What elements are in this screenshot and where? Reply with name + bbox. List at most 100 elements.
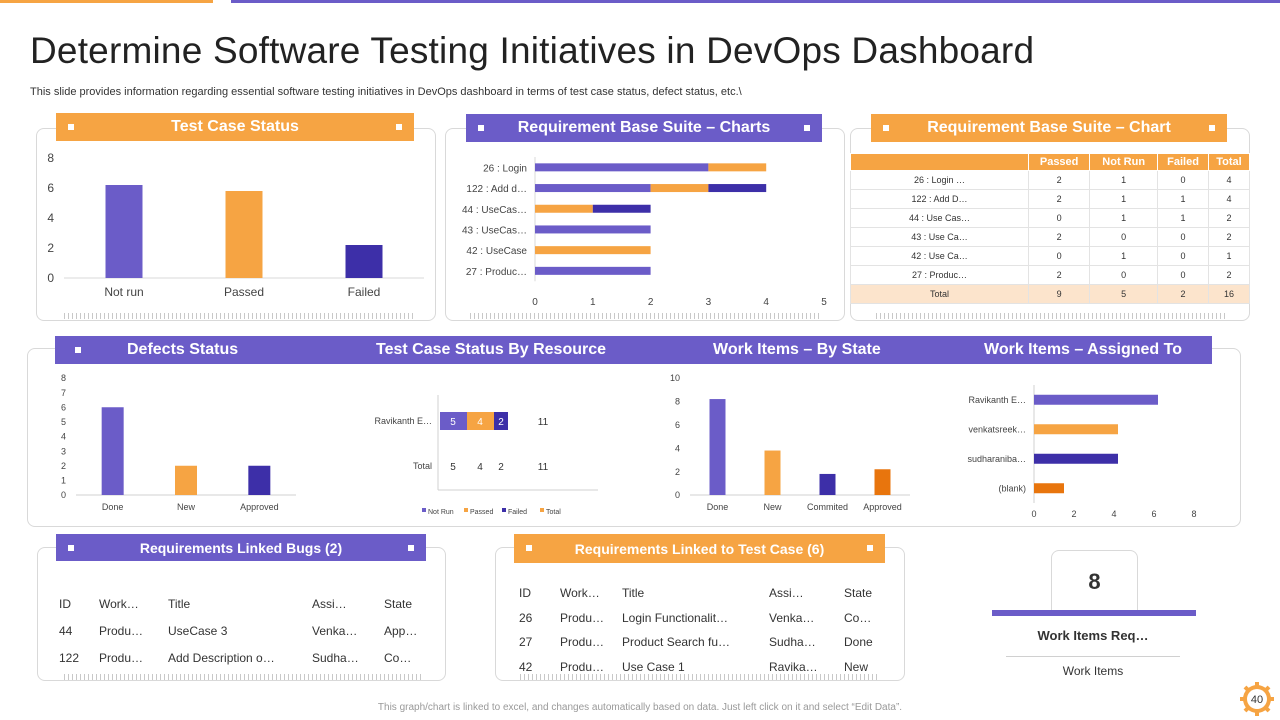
data-label: 4 (477, 417, 483, 428)
list-cell: ID (519, 586, 531, 600)
bar-segment-not-run[interactable] (535, 204, 593, 213)
bar-failed[interactable] (345, 245, 383, 278)
bar-approved[interactable] (874, 469, 891, 495)
list-item[interactable]: 27 Produ… Product Search fu… Sudha… Done (519, 635, 889, 651)
bar-commited[interactable] (819, 473, 836, 495)
bar-segment-passed[interactable] (535, 266, 651, 275)
page-title: Determine Software Testing Initiatives i… (30, 30, 1035, 71)
list-item[interactable]: 122 Produ… Add Description o… Sudha… Co… (59, 651, 429, 667)
bar-sudharaniba[interactable] (1034, 453, 1118, 464)
list-cell: 42 (519, 660, 533, 674)
work-items-state-chart[interactable]: 0 2 4 6 8 10 Done New Commited Approved (660, 368, 920, 518)
bar-approved[interactable] (248, 465, 271, 495)
x-tick-label: Commited (807, 502, 848, 512)
legend-swatch[interactable] (422, 508, 426, 512)
list-cell: Sudha… (769, 635, 816, 649)
bar-segment-passed[interactable] (467, 412, 494, 430)
bar-segment-not-run[interactable] (440, 412, 467, 430)
x-tick-label: 2 (1071, 509, 1076, 519)
list-cell: Assi… (769, 586, 804, 600)
rbs-charts-panel (445, 128, 845, 321)
bar-segment-not-run[interactable] (708, 163, 767, 172)
table-cell: 5 (1089, 284, 1159, 304)
table-cell: 4 (1207, 170, 1251, 190)
data-label: 4 (477, 462, 483, 473)
work-items-assigned-title: Work Items – Assigned To (984, 341, 1182, 358)
bar-done[interactable] (709, 399, 726, 495)
list-header-row: ID Work… Title Assi… State (59, 597, 429, 613)
list-cell: Sudha… (312, 651, 359, 665)
bar-segment-not-run[interactable] (535, 246, 651, 255)
legend-swatch[interactable] (502, 508, 506, 512)
bar-done[interactable] (101, 407, 124, 495)
banner-dot-icon (526, 545, 532, 551)
rbs-stacked-chart[interactable]: 26 : Login 122 : Add d… 44 : UseCas… 43 : U… (445, 145, 845, 310)
data-label: 2 (498, 462, 504, 473)
bar--blank[interactable] (1034, 483, 1064, 494)
y-tick-label: 0 (61, 490, 66, 500)
bar-segment-not-run[interactable] (650, 184, 709, 193)
table-cell: 42 : Use Ca… (850, 246, 1029, 266)
linked-bugs-title: Requirements Linked Bugs (2) (139, 539, 343, 556)
test-case-status-chart[interactable]: 0 2 4 6 8 Not run Passed Failed (36, 145, 436, 310)
legend-swatch[interactable] (464, 508, 468, 512)
y-tick-label: 42 : UseCase (466, 246, 527, 257)
banner-dot-icon (478, 125, 484, 131)
table-cell: 122 : Add D… (850, 189, 1029, 209)
legend-swatch[interactable] (540, 508, 544, 512)
bar-new[interactable] (175, 465, 197, 495)
list-cell: Produ… (99, 651, 144, 665)
banner-dot-icon (68, 545, 74, 551)
middle-banner: Defects Status Test Case Status By Resou… (55, 336, 1212, 364)
list-cell: Produ… (99, 624, 144, 638)
list-cell: Produ… (560, 635, 605, 649)
test-case-status-banner: Test Case Status (56, 113, 414, 141)
y-tick-label: 2 (675, 467, 680, 477)
bar-segment-passed[interactable] (535, 225, 651, 234)
list-item[interactable]: 42 Produ… Use Case 1 Ravika… New (519, 660, 889, 676)
bar-not-run[interactable] (105, 185, 143, 278)
kpi-value[interactable]: 8 (1051, 550, 1138, 612)
list-cell: Co… (384, 651, 412, 665)
table-cell: 2 (1207, 265, 1251, 285)
y-tick-label: 0 (47, 271, 54, 285)
bar-ravikanth-e[interactable] (1034, 394, 1158, 405)
table-row: Total 9 5 2 16 (850, 284, 1251, 304)
y-tick-label: 43 : UseCas… (462, 225, 527, 236)
list-cell: State (844, 586, 873, 600)
list-item[interactable]: 26 Produ… Login Functionalit… Venka… Co… (519, 611, 889, 627)
y-tick-label: 44 : UseCas… (462, 205, 527, 216)
table-header-cell: Total (1207, 153, 1251, 171)
kpi-title: Work Items Req… (1037, 628, 1149, 643)
work-items-assigned-chart[interactable]: Ravikanth E… venkatsreek… sudharaniba… (bla… (930, 378, 1220, 522)
x-tick-label: Done (707, 502, 729, 512)
list-header-row: ID Work… Title Assi… State (519, 586, 889, 602)
banner-dot-icon (68, 124, 74, 130)
list-cell: 44 (59, 624, 73, 638)
bar-segment-passed[interactable] (535, 184, 651, 193)
bar-segment-failed[interactable] (494, 412, 508, 430)
table-cell: 16 (1207, 284, 1251, 304)
y-tick-label: 122 : Add d… (466, 184, 527, 195)
bar-venkatsreek[interactable] (1034, 424, 1118, 435)
bar-new[interactable] (764, 450, 781, 495)
table-cell: 27 : Produc… (850, 265, 1029, 285)
tc-by-resource-chart[interactable]: Ravikanth E… 5 4 2 11 Total 5 4 2 11 Not Run Passed… (360, 395, 620, 522)
y-tick-label: 6 (61, 402, 66, 412)
linked-tc-list: ID Work… Title Assi… State 26 Produ… Login Func… (519, 586, 889, 676)
table-cell: 0 (1157, 227, 1209, 247)
x-tick-label: Passed (224, 285, 264, 299)
x-tick-label: 3 (706, 297, 712, 308)
kpi-subtitle: Work Items (1062, 664, 1124, 678)
y-tick-label: 6 (47, 181, 54, 195)
list-cell: Title (622, 586, 645, 600)
bar-passed[interactable] (225, 191, 263, 278)
bar-segment-passed[interactable] (535, 163, 709, 172)
tc-by-resource-title: Test Case Status By Resource (376, 341, 607, 358)
data-label: 2 (498, 417, 504, 428)
defects-status-chart[interactable]: 0 1 2 3 4 5 6 7 8 Done New Approved (40, 368, 310, 518)
bar-segment-failed[interactable] (592, 204, 651, 213)
y-tick-label: 8 (61, 373, 66, 383)
list-item[interactable]: 44 Produ… UseCase 3 Venka… App… (59, 624, 429, 640)
bar-segment-failed[interactable] (708, 184, 767, 193)
